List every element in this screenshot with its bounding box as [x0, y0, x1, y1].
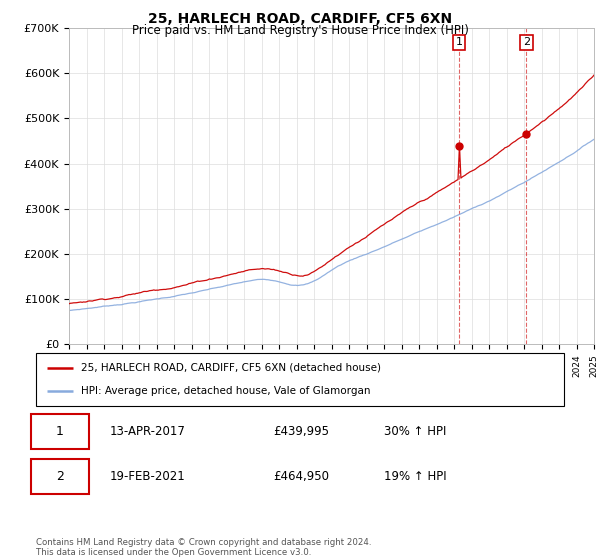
- Text: 13-APR-2017: 13-APR-2017: [110, 425, 186, 438]
- Text: 19% ↑ HPI: 19% ↑ HPI: [385, 470, 447, 483]
- FancyBboxPatch shape: [31, 414, 89, 449]
- Text: Price paid vs. HM Land Registry's House Price Index (HPI): Price paid vs. HM Land Registry's House …: [131, 24, 469, 37]
- Text: 1: 1: [455, 38, 463, 48]
- Text: 2: 2: [56, 470, 64, 483]
- Text: 30% ↑ HPI: 30% ↑ HPI: [385, 425, 447, 438]
- Text: £464,950: £464,950: [274, 470, 329, 483]
- Text: 1: 1: [56, 425, 64, 438]
- Text: 19-FEB-2021: 19-FEB-2021: [110, 470, 185, 483]
- Text: 25, HARLECH ROAD, CARDIFF, CF5 6XN: 25, HARLECH ROAD, CARDIFF, CF5 6XN: [148, 12, 452, 26]
- Text: £439,995: £439,995: [274, 425, 329, 438]
- Text: 2: 2: [523, 38, 530, 48]
- Text: 25, HARLECH ROAD, CARDIFF, CF5 6XN (detached house): 25, HARLECH ROAD, CARDIFF, CF5 6XN (deta…: [81, 363, 381, 373]
- FancyBboxPatch shape: [31, 459, 89, 494]
- Text: Contains HM Land Registry data © Crown copyright and database right 2024.
This d: Contains HM Land Registry data © Crown c…: [36, 538, 371, 557]
- Text: HPI: Average price, detached house, Vale of Glamorgan: HPI: Average price, detached house, Vale…: [81, 386, 370, 396]
